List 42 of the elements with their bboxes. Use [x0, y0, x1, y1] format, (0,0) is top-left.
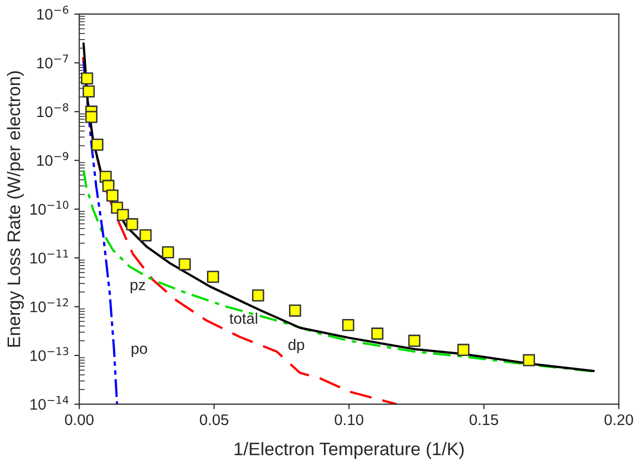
y-tick-label: 10$^{−8}$ — [37, 103, 68, 118]
y-tick-label: 10$^{−14}$ — [30, 396, 68, 410]
x-tick-label: 0.15 — [470, 414, 498, 426]
point — [252, 289, 264, 302]
point — [126, 218, 138, 230]
x-axis-title: 1/Electron Temperature (1/K) — [234, 442, 464, 459]
annotation: pz — [130, 282, 146, 294]
y-tick-label: 10$^{−11}$ — [30, 250, 68, 264]
x-tick-label: 0.05 — [200, 414, 228, 426]
y-axis-title: Energy Loss Rate (W/per electron) — [6, 71, 24, 347]
point — [522, 354, 536, 366]
line-series — [82, 42, 595, 372]
point — [162, 246, 174, 258]
point — [288, 304, 302, 317]
point — [116, 208, 130, 222]
annotation: dp — [288, 338, 304, 354]
line-series — [82, 169, 595, 373]
point — [178, 258, 191, 270]
y-tick-label: 10$^{−13}$ — [30, 347, 68, 362]
point — [342, 318, 354, 332]
point — [82, 85, 95, 98]
y-tick-label: 10$^{−12}$ — [30, 298, 68, 312]
annotation: po — [132, 346, 148, 357]
point — [140, 229, 152, 242]
x-tick-label: 0.00 — [64, 414, 94, 426]
y-tick-label: 10$^{−9}$ — [37, 152, 68, 166]
point — [371, 328, 384, 340]
point — [206, 270, 220, 283]
y-tick-label: 10$^{−10}$ — [30, 200, 68, 215]
y-tick-label: 10$^{−6}$ — [37, 6, 68, 20]
point — [408, 334, 420, 347]
line-series — [82, 60, 118, 404]
point — [81, 72, 94, 84]
annotation: total — [229, 312, 258, 324]
y-tick-label: 10$^{−7}$ — [37, 54, 68, 68]
x-tick-label: 0.10 — [334, 414, 364, 426]
point — [85, 110, 98, 123]
point — [457, 344, 470, 356]
line-series — [82, 56, 398, 404]
point — [106, 189, 119, 202]
point — [91, 138, 104, 151]
x-tick-label: 0.20 — [604, 414, 634, 426]
